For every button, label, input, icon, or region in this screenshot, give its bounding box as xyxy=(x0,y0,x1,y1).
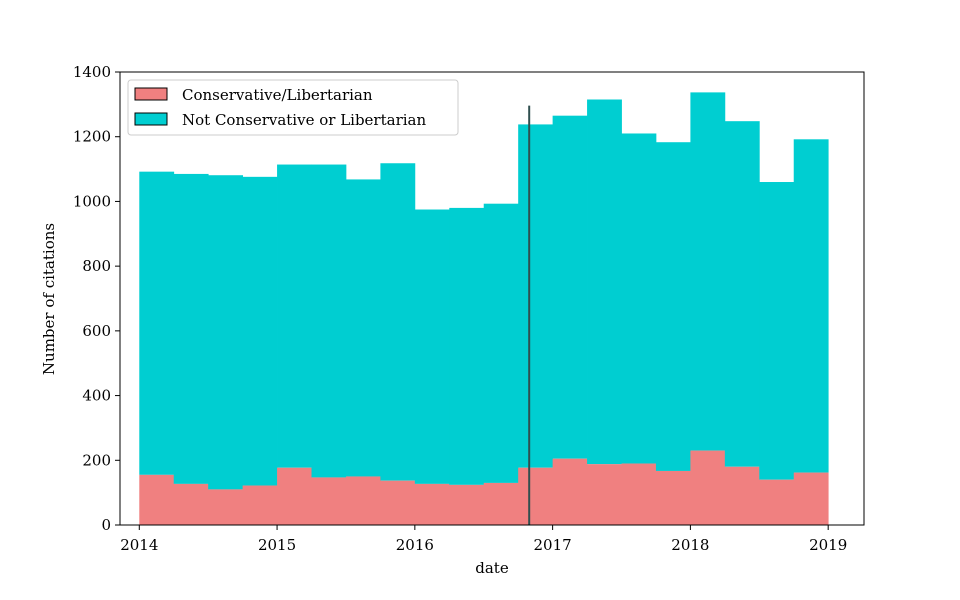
bar-not-conservative xyxy=(242,176,278,486)
bar-not-conservative xyxy=(759,182,795,480)
x-axis: 2014 2015 2016 2017 2018 2019 xyxy=(120,525,847,554)
bar-conservative xyxy=(414,483,450,525)
bar-not-conservative xyxy=(208,175,244,490)
bar-not-conservative xyxy=(518,124,554,468)
bar-conservative xyxy=(759,479,795,525)
bar-conservative xyxy=(311,477,347,525)
x-tick-label: 2014 xyxy=(120,536,158,554)
y-tick-label: 1000 xyxy=(73,192,111,210)
legend-label-conservative: Conservative/Libertarian xyxy=(182,86,373,104)
bar-not-conservative xyxy=(483,203,519,483)
bar-conservative xyxy=(345,476,381,525)
x-tick-label: 2017 xyxy=(534,536,572,554)
bar-not-conservative xyxy=(724,121,760,467)
bar-not-conservative xyxy=(793,139,829,473)
bar-not-conservative xyxy=(277,164,312,468)
bar-conservative xyxy=(690,450,726,525)
y-tick-label: 0 xyxy=(101,516,111,534)
x-axis-label: date xyxy=(475,559,509,577)
x-tick-label: 2015 xyxy=(258,536,296,554)
x-tick-label: 2018 xyxy=(671,536,709,554)
y-axis: 0 200 400 600 800 1000 1200 1400 xyxy=(73,63,120,534)
y-tick-label: 1400 xyxy=(73,63,111,81)
bar-conservative xyxy=(518,467,554,525)
y-tick-label: 800 xyxy=(82,257,111,275)
bar-conservative xyxy=(621,463,657,525)
bar-not-conservative xyxy=(345,179,381,477)
bar-not-conservative xyxy=(173,173,209,484)
y-tick-label: 600 xyxy=(82,322,111,340)
plot-frame xyxy=(119,71,865,526)
bar-conservative xyxy=(242,485,278,525)
y-tick-label: 200 xyxy=(82,451,111,469)
x-tick-label: 2016 xyxy=(396,536,434,554)
bar-not-conservative xyxy=(655,142,691,471)
y-axis-label: Number of citations xyxy=(40,223,58,375)
bar-not-conservative xyxy=(380,163,416,481)
bar-conservative xyxy=(724,466,760,525)
y-tick-label: 400 xyxy=(82,387,111,405)
legend-label-not-conservative: Not Conservative or Libertarian xyxy=(182,111,426,129)
bar-conservative xyxy=(449,484,485,525)
bar-conservative xyxy=(793,472,829,525)
bar-conservative xyxy=(139,474,175,525)
legend: Conservative/Libertarian Not Conservativ… xyxy=(127,79,459,136)
bar-conservative xyxy=(380,480,416,525)
bar-not-conservative xyxy=(414,209,450,484)
bar-not-conservative xyxy=(311,164,347,478)
bar-conservative xyxy=(552,458,588,525)
bar-not-conservative xyxy=(690,92,726,451)
bar-conservative xyxy=(587,464,622,525)
bar-not-conservative xyxy=(621,133,657,464)
bars-layer xyxy=(139,92,829,525)
bar-conservative xyxy=(277,467,312,525)
legend-swatch-conservative xyxy=(134,87,168,101)
legend-swatch-not-conservative xyxy=(134,112,168,126)
x-tick-label: 2019 xyxy=(809,536,847,554)
bar-conservative xyxy=(483,482,519,525)
bar-not-conservative xyxy=(552,115,588,459)
bar-conservative xyxy=(173,483,209,525)
legend-frame xyxy=(127,79,459,136)
bar-not-conservative xyxy=(139,171,175,475)
bar-not-conservative xyxy=(587,99,622,465)
y-tick-label: 1200 xyxy=(73,128,111,146)
bar-conservative xyxy=(655,470,691,525)
bar-conservative xyxy=(208,489,244,525)
bar-not-conservative xyxy=(449,207,485,485)
